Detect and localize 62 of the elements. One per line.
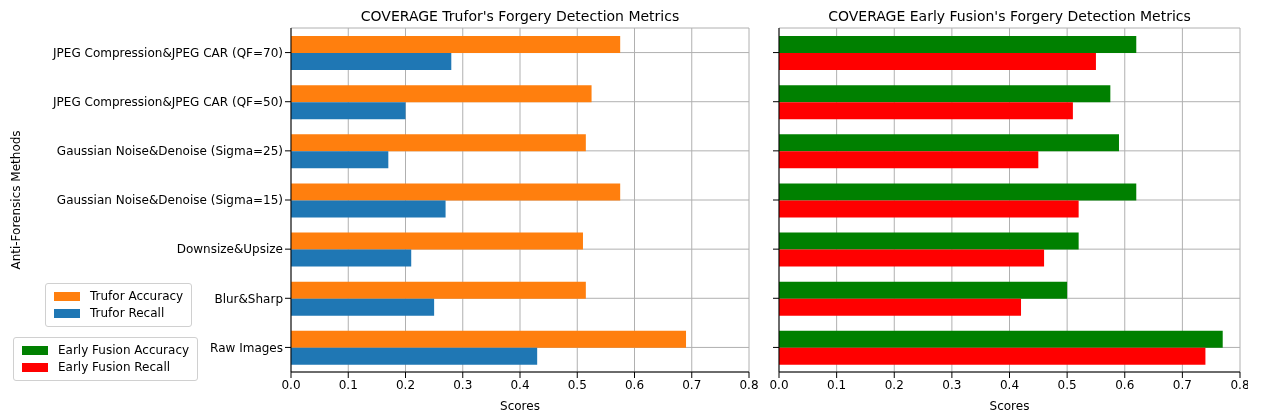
x-tick-label: 0.7 [1172,377,1192,392]
x-tick-label: 0.1 [827,377,847,392]
x-tick-label: 0.6 [624,377,645,392]
y-tick-label: JPEG Compression&JPEG CAR (QF=50) [52,94,283,109]
bar [291,249,412,267]
y-tick-label: Downsize&Upsize [176,242,283,257]
x-tick-label: 0.8 [739,377,759,392]
y-tick-label: JPEG Compression&JPEG CAR (QF=70) [52,45,283,60]
bar [779,298,1022,316]
legend-label: Early Fusion Recall [58,359,171,376]
bar [291,85,592,103]
x-tick-label: 0.8 [1230,377,1250,392]
x-tick-label: 0.7 [682,377,702,392]
bar [779,36,1137,53]
x-tick-label: 0.6 [1115,377,1135,392]
y-axis-title: Anti-Forensics Methods [9,130,24,270]
bar [779,183,1137,201]
y-tick-label: Blur&Sharp [214,291,283,306]
bar [291,102,406,120]
x-tick-label: 0.4 [999,377,1020,392]
bar [779,281,1068,299]
bar [291,232,583,250]
x-tick-label: 0.0 [281,377,301,392]
bar [779,151,1039,169]
x-tick-label: 0.5 [1057,377,1077,392]
legend-label: Trufor Recall [90,305,165,322]
x-tick-label: 0.3 [942,377,962,392]
x-tick-label: 0.4 [510,377,530,392]
x-tick-label: 0.0 [769,377,789,392]
x-tick-label: 0.1 [338,377,358,392]
bar [779,200,1079,218]
bar [291,347,538,365]
x-tick-label: 0.2 [395,377,416,392]
x-axis-title: Scores [500,399,540,413]
bar [291,134,586,152]
x-axis-title: Scores [989,399,1030,413]
legend-label: Trufor Accuracy [90,288,184,305]
bar [291,53,452,70]
chart-title: COVERAGE Trufor's Forgery Detection Metrics [359,8,681,24]
bar [291,151,389,169]
bar [291,330,687,348]
bar [779,347,1206,365]
bar [779,232,1079,250]
bar [291,36,621,53]
bar [779,249,1045,267]
bar [291,183,621,201]
bar [291,281,586,299]
bar [779,102,1073,120]
y-tick-label: Gaussian Noise&Denoise (Sigma=25) [56,144,283,159]
bar [779,85,1111,103]
bar [291,298,435,316]
y-tick-label: Gaussian Noise&Denoise (Sigma=15) [56,193,283,208]
x-tick-label: 0.5 [567,377,587,392]
legend-label: Early Fusion Accuracy [58,342,190,359]
y-tick-label: Raw Images [210,340,283,355]
bar [291,200,446,218]
x-tick-label: 0.3 [453,377,473,392]
x-tick-label: 0.2 [884,377,904,392]
bar [779,330,1223,348]
chart-title: COVERAGE Early Fusion's Forgery Detection Metrics [827,8,1192,24]
bar [779,53,1096,70]
bar [779,134,1119,152]
